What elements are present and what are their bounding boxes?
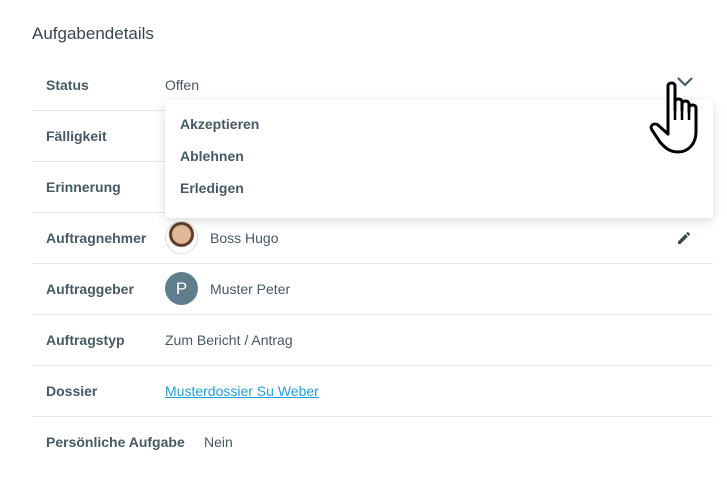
row-label: Erinnerung — [46, 178, 121, 195]
chevron-down-icon[interactable] — [676, 76, 694, 88]
row-auftraggeber: Auftraggeber P Muster Peter — [32, 263, 713, 315]
avatar: P — [165, 272, 198, 305]
row-auftragnehmer: Auftragnehmer Boss Hugo — [32, 212, 713, 264]
row-label: Auftragstyp — [46, 331, 125, 348]
row-dossier: Dossier Musterdossier Su Weber — [32, 365, 713, 417]
option-ablehnen[interactable]: Ablehnen — [180, 148, 244, 164]
hand-pointer-cursor-icon — [649, 81, 698, 154]
row-auftragstyp: Auftragstyp Zum Bericht / Antrag — [32, 314, 713, 366]
avatar — [165, 221, 198, 254]
row-label: Persönliche Aufgabe — [46, 433, 185, 450]
row-persoenliche-aufgabe: Persönliche Aufgabe Nein — [32, 416, 713, 467]
row-label: Dossier — [46, 382, 98, 399]
section-title: Aufgabendetails — [32, 24, 154, 43]
issuer-name: Muster Peter — [210, 280, 291, 297]
assignee-name: Boss Hugo — [210, 229, 279, 246]
option-erledigen[interactable]: Erledigen — [180, 180, 244, 196]
personal-task-value: Nein — [204, 433, 233, 450]
row-label: Auftraggeber — [46, 280, 134, 297]
pencil-icon[interactable] — [676, 230, 692, 246]
status-select[interactable]: Offen — [165, 76, 199, 93]
option-akzeptieren[interactable]: Akzeptieren — [180, 116, 260, 132]
row-label: Fälligkeit — [46, 127, 107, 144]
status-dropdown-menu: Akzeptieren Ablehnen Erledigen — [165, 100, 713, 218]
row-label: Status — [46, 76, 89, 93]
row-label: Auftragnehmer — [46, 229, 147, 246]
dossier-link[interactable]: Musterdossier Su Weber — [165, 382, 319, 399]
task-type: Zum Bericht / Antrag — [165, 331, 293, 348]
